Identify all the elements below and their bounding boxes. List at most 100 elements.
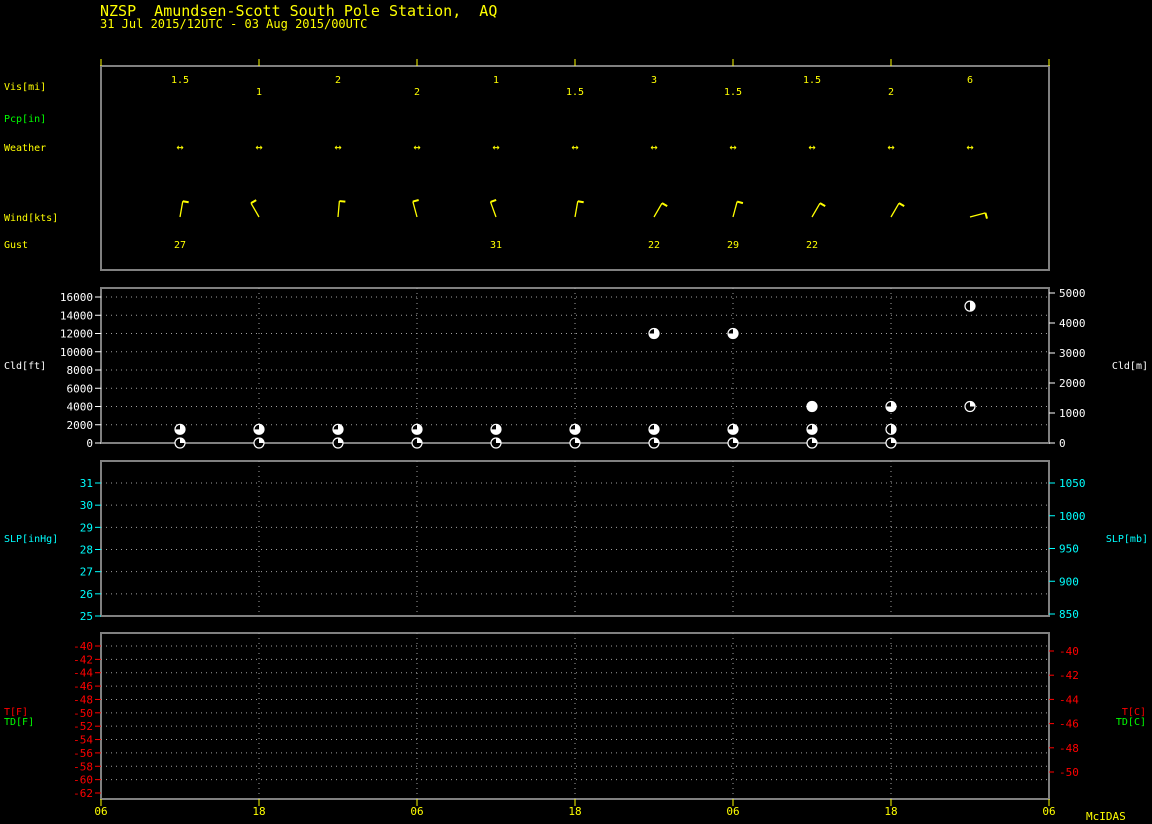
- wind-barb-staff: [337, 201, 341, 218]
- weather-symbol-blowing-snow-icon: ↔: [887, 140, 894, 154]
- cloud-cover-symbol-icon: [727, 327, 739, 340]
- wind-barb-feather: [984, 212, 988, 219]
- gust-value: 29: [727, 240, 739, 251]
- cloud-cover-symbol-icon: [806, 423, 818, 435]
- temp-f-tick-label: -40: [73, 640, 93, 653]
- cloud-cover-fill: [338, 438, 343, 443]
- slp-mb-label: SLP[mb]: [1106, 534, 1148, 545]
- wind-barb-feather: [490, 198, 497, 203]
- cloud-cover-fill: [886, 401, 896, 412]
- temp-c-tick-label: -40: [1059, 645, 1079, 658]
- cloud-m-tick-label: 1000: [1059, 407, 1086, 420]
- wind-barb-feather: [661, 202, 668, 208]
- visibility-value: 1: [493, 75, 499, 86]
- cloud-cover-symbol-icon: [964, 300, 976, 312]
- cloud-cover-fill: [970, 401, 975, 407]
- slp-inhg-tick-label: 26: [80, 588, 93, 601]
- wind-barb-icon: [412, 199, 419, 218]
- temp-c-tick-label: -50: [1059, 766, 1079, 779]
- cloud-cover-symbol-icon: [253, 437, 265, 449]
- visibility-value: 2: [335, 75, 341, 86]
- wind-barb-icon: [179, 200, 189, 218]
- wind-label: Wind[kts]: [4, 213, 58, 224]
- cloud-cover-symbol-icon: [174, 423, 186, 435]
- wind-barb-staff: [811, 202, 821, 218]
- wind-barb-staff: [179, 201, 184, 218]
- wind-barb-icon: [732, 200, 744, 218]
- weather-symbol-blowing-snow-icon: ↔: [492, 140, 499, 154]
- cloud-cover-fill: [649, 328, 659, 339]
- weather-symbol-blowing-snow-icon: ↔: [176, 140, 183, 154]
- cloud-cover-fill: [891, 424, 896, 435]
- wind-barb-icon: [489, 198, 497, 218]
- cloud-cover-fill: [807, 401, 817, 412]
- cloud-ft-tick-label: 4000: [67, 401, 94, 414]
- temp-f-tick-label: -58: [73, 760, 93, 773]
- cloud-cover-symbol-icon: [253, 423, 265, 435]
- cloud-cover-fill: [807, 424, 818, 435]
- cloud-cover-symbol-icon: [411, 437, 423, 449]
- dewpoint-f-label: TD[F]: [4, 717, 34, 728]
- cloud-cover-fill: [575, 438, 580, 443]
- panel-frame-cld: [100, 287, 1050, 444]
- temp-c-tick-label: -46: [1059, 718, 1079, 731]
- cloud-cover-symbol-icon: [648, 423, 660, 435]
- cloud-cover-fill: [891, 438, 896, 443]
- cloud-cover-symbol-icon: [648, 437, 660, 449]
- visibility-value: 2: [888, 87, 894, 98]
- temp-f-tick-label: -46: [73, 680, 93, 693]
- cloud-cover-fill: [812, 438, 817, 443]
- cloud-ft-tick-label: 0: [86, 437, 93, 450]
- panel-frame-slp: [100, 460, 1050, 617]
- vis-label: Vis[mi]: [4, 82, 46, 93]
- cloud-cover-symbol-icon: [332, 437, 344, 449]
- wind-barb-icon: [574, 200, 584, 218]
- cloud-cover-fill: [175, 424, 185, 435]
- slp-inhg-label: SLP[inHg]: [4, 534, 58, 545]
- cloud-cover-fill: [654, 438, 659, 443]
- cloud-cover-fill: [570, 424, 580, 435]
- time-tick-label: 18: [252, 805, 265, 818]
- wind-barb-staff: [969, 212, 986, 218]
- weather-symbol-blowing-snow-icon: ↔: [966, 140, 973, 154]
- temp-f-tick-label: -56: [73, 747, 93, 760]
- wind-barb-icon: [969, 212, 988, 219]
- cloud-cover-symbol-icon: [727, 423, 739, 435]
- gust-value: 31: [490, 240, 502, 251]
- slp-inhg-tick-label: 28: [80, 544, 93, 557]
- weather-label: Weather: [4, 143, 46, 154]
- cloud-cover-fill: [970, 301, 975, 312]
- wind-barb-feather: [250, 199, 257, 205]
- cloud-cover-fill: [496, 438, 501, 443]
- wind-barb-icon: [653, 202, 668, 218]
- cloud-m-label: Cld[m]: [1112, 361, 1148, 372]
- time-tick-label: 06: [1042, 805, 1055, 818]
- time-tick-label: 06: [726, 805, 739, 818]
- cloud-cover-fill: [412, 424, 422, 435]
- slp-inhg-tick-label: 27: [80, 566, 93, 579]
- cloud-cover-symbol-icon: [569, 437, 581, 449]
- cloud-ft-tick-label: 12000: [60, 328, 93, 341]
- slp-inhg-tick-label: 29: [80, 521, 93, 534]
- wind-barb-feather: [412, 199, 419, 203]
- cloud-ft-label: Cld[ft]: [4, 361, 46, 372]
- cloud-cover-symbol-icon: [885, 423, 897, 435]
- wind-barb-icon: [890, 202, 905, 218]
- wind-barb-staff: [574, 201, 579, 218]
- cloud-cover-symbol-icon: [490, 423, 502, 435]
- chart-subtitle: 31 Jul 2015/12UTC - 03 Aug 2015/00UTC: [100, 17, 368, 31]
- slp-inhg-tick-label: 30: [80, 499, 93, 512]
- wind-barb-feather: [736, 200, 744, 205]
- cloud-ft-tick-label: 6000: [67, 382, 94, 395]
- cloud-cover-symbol-icon: [648, 327, 660, 340]
- cloud-m-tick-label: 5000: [1059, 287, 1086, 300]
- cloud-cover-fill: [259, 438, 264, 443]
- temp-f-tick-label: -62: [73, 787, 93, 800]
- cloud-cover-symbol-icon: [806, 437, 818, 449]
- cloud-cover-fill: [491, 424, 502, 435]
- slp-mb-tick-label: 1000: [1059, 510, 1086, 523]
- cloud-m-tick-label: 4000: [1059, 317, 1086, 330]
- chart-title: NZSP Amundsen-Scott South Pole Station, …: [100, 2, 498, 20]
- temp-f-tick-label: -50: [73, 707, 93, 720]
